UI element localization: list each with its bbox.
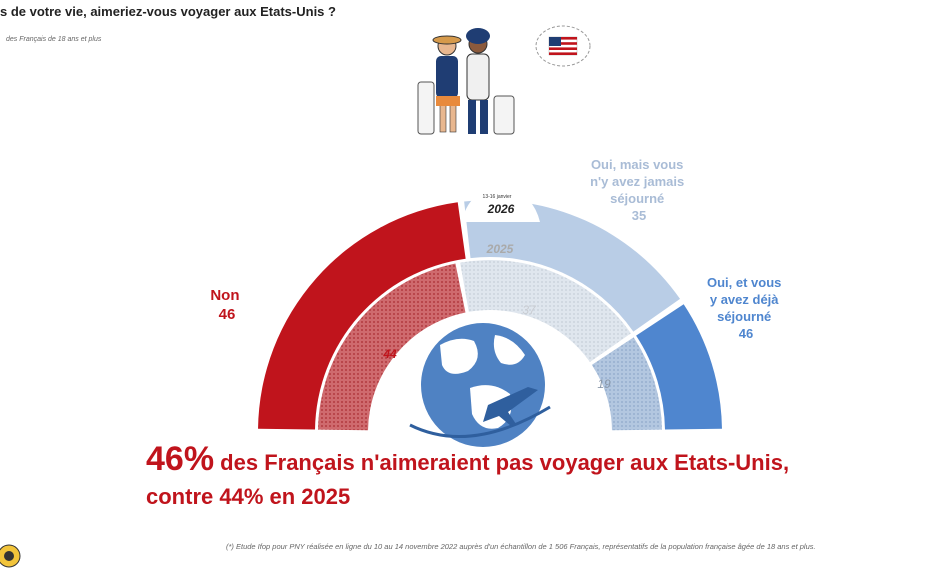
ring-2026-label: 2026 xyxy=(487,202,515,216)
arc-2026-non xyxy=(258,202,466,430)
ring-2026-label-tab xyxy=(462,188,540,222)
question-title: s de votre vie, aimeriez-vous voyager au… xyxy=(0,4,336,19)
base-note: des Français de 18 ans et plus xyxy=(6,36,102,43)
travelers-with-suitcases-icon xyxy=(417,28,515,135)
ring-2025-label: 2025 xyxy=(486,242,514,256)
headline-percent: 46% xyxy=(146,440,215,478)
usa-flag-icon xyxy=(535,25,591,67)
arc-2025-oui-jamais xyxy=(460,260,631,363)
headline: 46% des Français n'aimeraient pas voyage… xyxy=(146,440,790,509)
headline-line-2: contre 44% en 2025 xyxy=(146,484,351,509)
footnote: (*) Etude Ifop pour PNY réalisée en lign… xyxy=(226,542,816,551)
headline-line-1: des Français n'aimeraient pas voyager au… xyxy=(214,450,790,475)
globe-airplane-icon xyxy=(409,323,551,447)
inner-value-oui-jamais: 37 xyxy=(522,303,537,317)
label-non: Non 46 xyxy=(210,287,243,323)
ifop-logo-icon xyxy=(0,544,21,568)
arc-2026-oui-jamais xyxy=(464,200,681,332)
label-oui-deja: Oui, et vous y avez déjà séjourné 46 xyxy=(707,275,785,341)
arc-2025-non xyxy=(318,263,466,431)
arc-2025-oui-deja xyxy=(591,337,662,431)
arc-2026-oui-deja xyxy=(636,304,722,430)
inner-value-oui-deja: 19 xyxy=(597,377,611,391)
inner-value-non: 44 xyxy=(382,347,397,361)
label-oui-jamais: Oui, mais vous n'y avez jamais séjourné … xyxy=(590,157,688,223)
ring-2026-date-label: 13-16 janvier xyxy=(483,194,512,200)
